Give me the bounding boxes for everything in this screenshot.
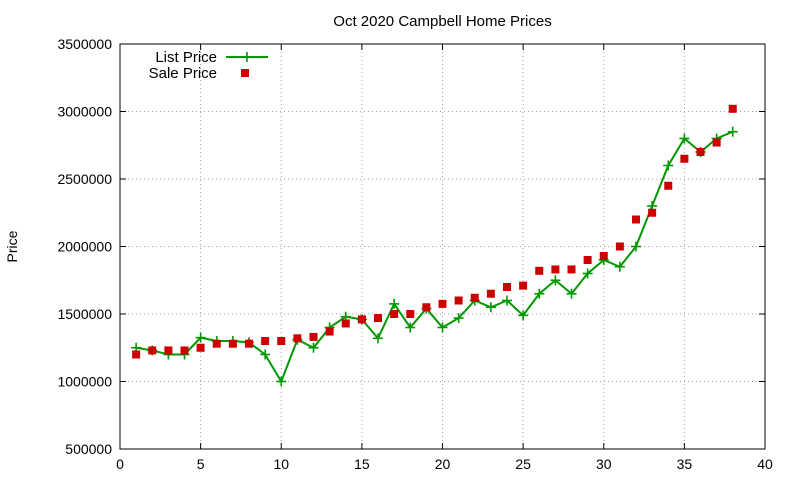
sale-price-point <box>470 293 479 302</box>
sale-price-point <box>406 310 415 318</box>
grid-layer <box>120 44 765 449</box>
sale-price-point <box>357 315 366 324</box>
sale-price-point <box>567 265 576 274</box>
sale-price-point <box>245 339 253 348</box>
list-price-point <box>582 268 593 279</box>
tick-layer: 0 5 10 15 20 25 30 35 40 500000 1000000 1500000 2000… <box>57 36 773 472</box>
list-price-point <box>550 275 561 286</box>
sale-price-point <box>341 319 350 328</box>
list-price-point <box>534 288 545 299</box>
list-price-point <box>566 288 577 299</box>
legend: List Price Sale Price <box>149 49 268 82</box>
sale-price-point <box>712 138 721 147</box>
sale-price-point <box>438 299 447 308</box>
sale-price-point <box>680 154 689 163</box>
list-price-point <box>437 322 448 333</box>
x-tick-label: 25 <box>515 456 531 472</box>
sale-price-point <box>261 337 270 345</box>
x-tick-label: 15 <box>354 456 370 472</box>
sale-price-point <box>148 346 157 355</box>
sale-price-point <box>696 148 705 156</box>
list-price-point <box>518 310 529 321</box>
legend-marker-sale-price <box>241 69 249 77</box>
sale-price-point <box>664 181 673 190</box>
sale-price-point <box>615 242 624 251</box>
legend-square-sale-price <box>241 69 249 77</box>
chart-title: Oct 2020 Campbell Home Prices <box>333 13 551 30</box>
sale-price-point <box>648 208 657 217</box>
legend-marker-list-price <box>226 52 268 62</box>
y-tick-label: 3000000 <box>57 104 112 120</box>
x-tick-label: 30 <box>596 456 612 472</box>
series-layer <box>131 104 738 387</box>
list-price-point <box>308 342 319 353</box>
sale-price-point <box>599 251 608 260</box>
y-tick-label: 2000000 <box>57 239 112 255</box>
sale-price-point <box>325 327 334 336</box>
legend-plus-list-price <box>242 52 252 62</box>
sale-price-point <box>293 334 302 343</box>
list-price-point <box>389 298 400 309</box>
list-price-point <box>502 295 512 306</box>
legend-label-list-price: List Price <box>155 49 217 66</box>
list-price-point <box>663 160 674 171</box>
sale-price-point <box>228 339 237 348</box>
list-price-point <box>260 349 271 360</box>
y-axis-label: Price <box>4 230 20 262</box>
sale-price-point <box>503 283 511 291</box>
x-tick-label: 20 <box>435 456 451 472</box>
list-price-point <box>453 313 464 324</box>
sale-price-point <box>164 346 173 355</box>
y-tick-label: 500000 <box>65 441 112 457</box>
sale-price-point <box>486 289 495 298</box>
sale-price-point <box>212 339 221 348</box>
list-price-point <box>276 376 287 387</box>
list-price-point <box>485 302 496 313</box>
y-tick-label: 3500000 <box>57 36 112 52</box>
list-price-point <box>614 261 625 272</box>
x-tick-label: 10 <box>273 456 289 472</box>
sale-price-point <box>132 350 141 359</box>
y-tick-label: 2500000 <box>57 171 112 187</box>
sale-price-point <box>728 104 737 113</box>
sale-price-point <box>454 296 463 305</box>
sale-price-point <box>277 337 286 345</box>
sale-price-point <box>422 303 431 312</box>
list-price-point <box>373 333 383 344</box>
sale-price-point <box>196 343 205 352</box>
sale-price-point <box>180 346 189 355</box>
list-price-line <box>135 130 734 384</box>
list-price-point <box>631 241 641 252</box>
sale-price-point <box>390 310 399 318</box>
list-price-point <box>405 322 416 333</box>
sale-price-point <box>632 215 640 224</box>
x-tick-label: 35 <box>677 456 693 472</box>
sale-price-point <box>551 265 560 274</box>
y-tick-label: 1000000 <box>57 374 112 390</box>
x-tick-label: 40 <box>757 456 773 472</box>
sale-price-point <box>519 281 528 290</box>
x-tick-label: 5 <box>197 456 205 472</box>
list-price-point <box>679 133 690 144</box>
sale-price-point <box>535 266 544 275</box>
sale-price-point <box>583 256 592 264</box>
sale-price-point <box>309 332 318 341</box>
legend-label-sale-price: Sale Price <box>149 65 217 82</box>
y-tick-label: 1500000 <box>57 306 112 322</box>
list-price-point <box>195 332 206 343</box>
sale-price-point <box>374 314 382 323</box>
x-tick-label: 0 <box>116 456 124 472</box>
list-price-point <box>727 126 738 137</box>
